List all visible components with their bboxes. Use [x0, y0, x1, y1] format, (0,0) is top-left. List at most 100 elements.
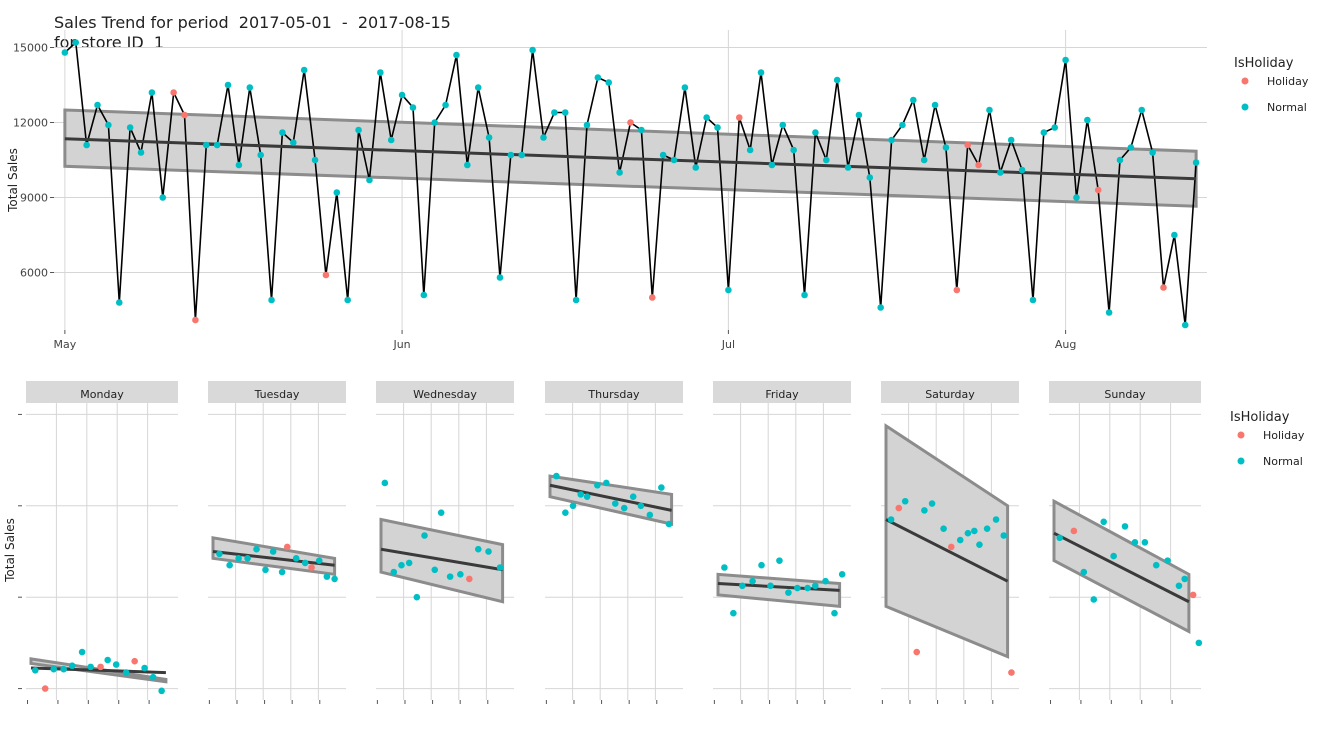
facet-strip: [881, 381, 1019, 403]
normal-point: [159, 194, 167, 201]
normal-point: [485, 548, 492, 555]
facet-confidence-band: [211, 536, 337, 577]
facet-label-monday: Monday: [80, 388, 124, 401]
normal-point: [315, 557, 323, 564]
facet-strip: [545, 381, 683, 403]
normal-point: [594, 481, 601, 489]
normal-point: [822, 577, 829, 585]
normal-point: [583, 493, 591, 500]
normal-point: [442, 101, 449, 109]
normal-point: [202, 141, 210, 149]
normal-point: [1152, 561, 1160, 569]
normal-point: [1131, 539, 1139, 546]
normal-point: [216, 550, 223, 558]
holiday-point: [308, 564, 315, 571]
chart-title-line1: Sales Trend for period 2017-05-01 - 2017…: [54, 13, 451, 32]
normal-point: [605, 79, 613, 86]
normal-point: [1000, 532, 1008, 539]
normal-point: [768, 161, 776, 169]
normal-point: [253, 545, 260, 553]
normal-point: [104, 656, 111, 664]
normal-point: [730, 609, 737, 617]
normal-point: [137, 149, 145, 156]
holiday-point: [192, 316, 199, 324]
facet-label-wednesday: Wednesday: [413, 388, 477, 401]
normal-point: [638, 126, 645, 134]
normal-point: [749, 577, 756, 585]
holiday-point: [895, 504, 903, 512]
normal-point: [292, 555, 300, 562]
normal-point: [1181, 321, 1189, 329]
normal-point: [269, 548, 277, 555]
normal-point: [262, 566, 269, 574]
normal-point: [812, 129, 819, 136]
holiday-point: [964, 141, 971, 149]
holiday-point: [1094, 186, 1102, 194]
legend-key-holiday: [1241, 77, 1249, 85]
normal-point: [572, 296, 580, 304]
normal-point: [1084, 116, 1091, 124]
normal-point: [148, 89, 156, 96]
normal-point: [413, 593, 421, 601]
facet-trend-line: [1053, 531, 1190, 604]
facet-confidence-band: [884, 423, 1010, 659]
normal-point: [1195, 639, 1203, 647]
normal-point: [377, 69, 384, 76]
holiday-point: [41, 685, 49, 692]
normal-point: [611, 500, 619, 507]
normal-point: [899, 121, 906, 129]
normal-point: [583, 121, 591, 129]
normal-point: [529, 46, 536, 54]
normal-point: [804, 584, 811, 592]
normal-point: [901, 497, 909, 505]
normal-point: [603, 479, 610, 487]
facet-confidence-band: [548, 474, 674, 526]
normal-point: [366, 176, 373, 184]
legend-key-normal: [1241, 103, 1249, 111]
facet-label-saturday: Saturday: [925, 388, 975, 401]
normal-point: [1138, 106, 1146, 114]
legend-key-normal: [1237, 457, 1245, 465]
normal-point: [931, 101, 939, 109]
holiday-point: [322, 271, 330, 279]
normal-point: [485, 134, 493, 141]
legend-title: IsHoliday: [1234, 56, 1294, 71]
normal-point: [333, 189, 341, 196]
normal-point: [928, 500, 936, 507]
holiday-point: [913, 648, 921, 656]
facet-trend-line: [212, 550, 335, 567]
normal-point: [398, 91, 406, 99]
holiday-point: [1008, 669, 1015, 676]
normal-point: [921, 507, 928, 514]
normal-point: [331, 575, 338, 583]
normal-point: [758, 561, 765, 569]
normal-point: [1110, 552, 1117, 560]
normal-point: [1181, 575, 1188, 583]
legend-entry-normal: Normal: [1263, 455, 1303, 468]
normal-point: [670, 156, 678, 164]
normal-point: [629, 493, 637, 500]
normal-point: [1192, 159, 1200, 166]
normal-point: [540, 134, 547, 141]
holiday-point: [947, 543, 955, 551]
normal-point: [431, 119, 439, 126]
normal-point: [942, 144, 950, 151]
normal-point: [1056, 534, 1063, 542]
normal-point: [1141, 539, 1149, 546]
normal-point: [246, 84, 254, 91]
normal-point: [569, 502, 577, 510]
normal-point: [940, 525, 947, 532]
holiday-point: [181, 111, 188, 119]
facet-strip: [713, 381, 851, 403]
facet-strip: [208, 381, 346, 403]
y-tick-label: 6000: [20, 267, 48, 280]
facet-confidence-band: [716, 572, 842, 608]
normal-point: [496, 564, 504, 571]
normal-point: [833, 76, 841, 84]
y-tick-label: 9000: [20, 192, 48, 205]
x-tick-label: Jul: [721, 338, 735, 351]
normal-point: [1080, 568, 1088, 576]
normal-point: [94, 101, 101, 109]
holiday-point: [131, 657, 138, 665]
normal-point: [721, 564, 728, 571]
